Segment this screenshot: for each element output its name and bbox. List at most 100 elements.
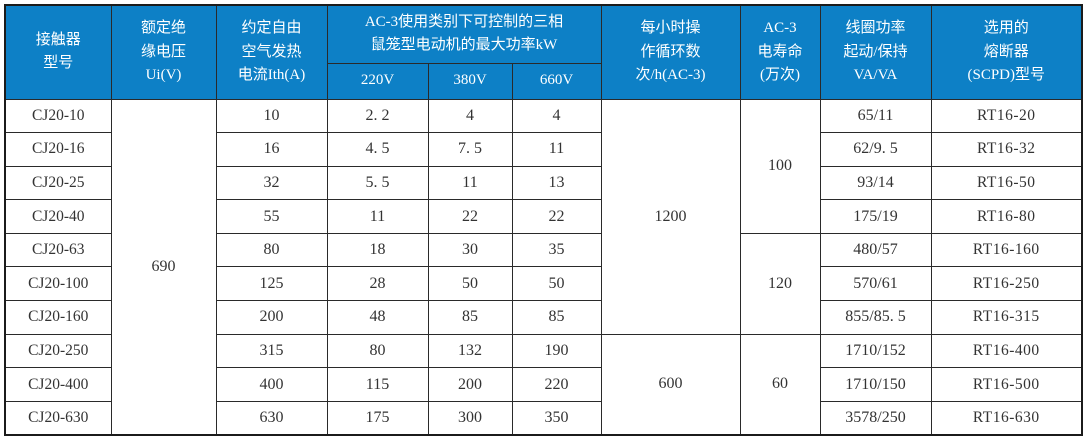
cell-model: CJ20-40 xyxy=(4,199,112,234)
cell-coil-va: 1710/150 xyxy=(819,367,932,402)
cell-kw-660v: 190 xyxy=(511,333,602,369)
cell-fuse: RT16-500 xyxy=(930,367,1083,402)
cell-kw-660v: 13 xyxy=(511,165,602,201)
cell-coil-va: 570/61 xyxy=(819,266,932,302)
cell-coil-va: 480/57 xyxy=(819,232,932,268)
cell-fuse: RT16-160 xyxy=(930,232,1083,268)
cell-kw-380v: 11 xyxy=(427,165,513,201)
cell-kw-660v: 22 xyxy=(511,199,602,234)
header-380v: 380V xyxy=(427,62,513,100)
cell-kw-380v: 85 xyxy=(427,300,513,335)
cell-fuse: RT16-250 xyxy=(930,266,1083,302)
cell-ith: 315 xyxy=(215,333,328,369)
cell-kw-380v: 22 xyxy=(427,199,513,234)
cell-kw-220v: 48 xyxy=(326,300,429,335)
cell-rated-insulation-voltage: 690 xyxy=(110,98,217,436)
cell-ith: 125 xyxy=(215,266,328,302)
cell-kw-380v: 200 xyxy=(427,367,513,402)
cell-fuse: RT16-315 xyxy=(930,300,1083,335)
cell-kw-220v: 5. 5 xyxy=(326,165,429,201)
header-660v: 660V xyxy=(511,62,602,100)
cell-model: CJ20-25 xyxy=(4,165,112,201)
table-row: CJ20-100 125 28 50 50 570/61 RT16-250 xyxy=(4,266,1083,302)
cell-kw-380v: 4 xyxy=(427,98,513,134)
cell-coil-va: 1710/152 xyxy=(819,333,932,369)
cell-kw-660v: 50 xyxy=(511,266,602,302)
header-model: 接触器 型号 xyxy=(4,4,112,100)
cell-kw-660v: 11 xyxy=(511,132,602,167)
header-rated-insulation-voltage: 额定绝 缘电压 Ui(V) xyxy=(110,4,217,100)
table-row: CJ20-400 400 115 200 220 1710/150 RT16-5… xyxy=(4,367,1083,402)
cell-cycles-600: 600 xyxy=(600,333,741,436)
cell-kw-380v: 7. 5 xyxy=(427,132,513,167)
table-row: CJ20-630 630 175 300 350 3578/250 RT16-6… xyxy=(4,400,1083,436)
cell-kw-380v: 132 xyxy=(427,333,513,369)
cell-kw-220v: 11 xyxy=(326,199,429,234)
cell-kw-660v: 35 xyxy=(511,232,602,268)
cell-kw-380v: 30 xyxy=(427,232,513,268)
cell-kw-220v: 4. 5 xyxy=(326,132,429,167)
cell-fuse: RT16-50 xyxy=(930,165,1083,201)
cell-kw-380v: 50 xyxy=(427,266,513,302)
cell-kw-220v: 115 xyxy=(326,367,429,402)
contactor-spec-table: 接触器 型号 额定绝 缘电压 Ui(V) 约定自由 空气发热 电流Ith(A) … xyxy=(4,4,1083,436)
cell-kw-380v: 300 xyxy=(427,400,513,436)
cell-fuse: RT16-400 xyxy=(930,333,1083,369)
cell-life-100: 100 xyxy=(739,98,821,234)
cell-model: CJ20-100 xyxy=(4,266,112,302)
cell-ith: 630 xyxy=(215,400,328,436)
cell-model: CJ20-400 xyxy=(4,367,112,402)
cell-ith: 10 xyxy=(215,98,328,134)
cell-fuse: RT16-80 xyxy=(930,199,1083,234)
cell-coil-va: 3578/250 xyxy=(819,400,932,436)
cell-model: CJ20-160 xyxy=(4,300,112,335)
cell-model: CJ20-16 xyxy=(4,132,112,167)
cell-model: CJ20-630 xyxy=(4,400,112,436)
cell-kw-220v: 80 xyxy=(326,333,429,369)
cell-life-120: 120 xyxy=(739,232,821,335)
header-thermal-current: 约定自由 空气发热 电流Ith(A) xyxy=(215,4,328,100)
table-row: CJ20-63 80 18 30 35 120 480/57 RT16-160 xyxy=(4,232,1083,335)
cell-fuse: RT16-20 xyxy=(930,98,1083,134)
cell-kw-220v: 28 xyxy=(326,266,429,302)
cell-model: CJ20-63 xyxy=(4,232,112,268)
table-row: CJ20-10 690 10 2. 2 4 4 1200 100 65/11 R… xyxy=(4,98,1083,436)
cell-ith: 32 xyxy=(215,165,328,201)
header-cycles-per-hour: 每小时操 作循环数 次/h(AC-3) xyxy=(600,4,741,100)
table-row: CJ20-40 55 11 22 22 175/19 RT16-80 xyxy=(4,199,1083,234)
cell-model: CJ20-250 xyxy=(4,333,112,369)
cell-coil-va: 65/11 xyxy=(819,98,932,134)
cell-ith: 80 xyxy=(215,232,328,268)
cell-life-60: 60 xyxy=(739,333,821,436)
table-row: CJ20-25 32 5. 5 11 13 93/14 RT16-50 xyxy=(4,165,1083,201)
header-220v: 220V xyxy=(326,62,429,100)
cell-kw-220v: 2. 2 xyxy=(326,98,429,134)
header-ac3-max-power-group: AC-3使用类别下可控制的三相 鼠笼型电动机的最大功率kW xyxy=(326,4,602,64)
header-coil-power: 线圈功率 起动/保持 VA/VA xyxy=(819,4,932,100)
cell-ith: 400 xyxy=(215,367,328,402)
cell-kw-660v: 350 xyxy=(511,400,602,436)
cell-ith: 16 xyxy=(215,132,328,167)
header-fuse-scpd: 选用的 熔断器 (SCPD)型号 xyxy=(930,4,1083,100)
cell-kw-660v: 85 xyxy=(511,300,602,335)
cell-kw-660v: 220 xyxy=(511,367,602,402)
cell-kw-220v: 18 xyxy=(326,232,429,268)
cell-coil-va: 175/19 xyxy=(819,199,932,234)
cell-cycles-1200: 1200 xyxy=(600,98,741,335)
table-row: CJ20-250 315 80 132 190 600 60 1710/152 … xyxy=(4,333,1083,436)
header-ac3-electrical-life: AC-3 电寿命 (万次) xyxy=(739,4,821,100)
cell-coil-va: 855/85. 5 xyxy=(819,300,932,335)
cell-fuse: RT16-630 xyxy=(930,400,1083,436)
cell-ith: 200 xyxy=(215,300,328,335)
cell-model: CJ20-10 xyxy=(4,98,112,134)
table-header: 接触器 型号 额定绝 缘电压 Ui(V) 约定自由 空气发热 电流Ith(A) … xyxy=(4,4,1083,100)
table-row: CJ20-16 16 4. 5 7. 5 11 62/9. 5 RT16-32 xyxy=(4,132,1083,167)
cell-kw-220v: 175 xyxy=(326,400,429,436)
cell-coil-va: 62/9. 5 xyxy=(819,132,932,167)
cell-coil-va: 93/14 xyxy=(819,165,932,201)
cell-kw-660v: 4 xyxy=(511,98,602,134)
cell-fuse: RT16-32 xyxy=(930,132,1083,167)
cell-ith: 55 xyxy=(215,199,328,234)
table-body: CJ20-10 690 10 2. 2 4 4 1200 100 65/11 R… xyxy=(4,98,1083,436)
